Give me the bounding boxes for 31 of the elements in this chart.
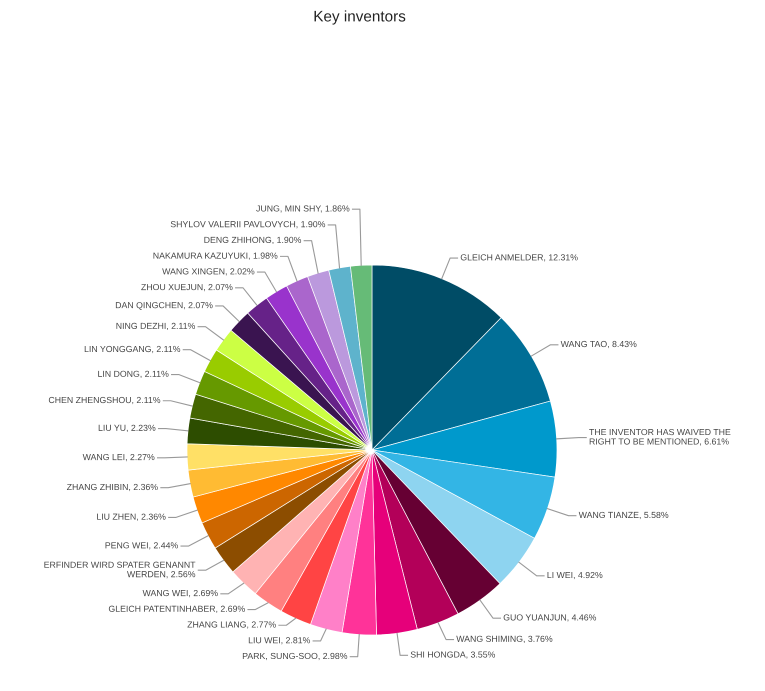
- slice-label: LI WEI, 4.92%: [548, 572, 602, 580]
- slice-label: LIN YONGGANG, 2.11%: [84, 346, 180, 354]
- slice-label: NING DEZHI, 2.11%: [116, 322, 196, 330]
- slice-label: WANG WEI, 2.69%: [142, 590, 218, 598]
- slice-label: LIU WEI, 2.81%: [248, 637, 310, 644]
- slice-label: LIU ZHEN, 2.36%: [97, 514, 166, 521]
- slice-label: WANG LEI, 2.27%: [82, 454, 154, 462]
- slice-label: THE INVENTOR HAS WAIVED THE RIGHT TO BE MENTIONED, 6.61%: [589, 428, 730, 446]
- slice-label: ZHOU XUEJUN, 2.07%: [141, 284, 233, 292]
- slice-label: SHI HONGDA, 3.55%: [410, 651, 496, 659]
- slice-label: WANG SHIMING, 3.76%: [456, 636, 552, 643]
- slice-label: CHEN ZHENGSHOU, 2.11%: [48, 396, 160, 404]
- slice-label: GLEICH ANMELDER, 12.31%: [460, 254, 578, 262]
- slice-label: ERFINDER WIRD SPATER GENANNT WERDEN, 2.56%: [44, 562, 196, 578]
- slice-label: ZHANG ZHIBIN, 2.36%: [66, 484, 158, 492]
- slice-label: WANG XINGEN, 2.02%: [162, 268, 254, 276]
- slice-label: NAKAMURA KAZUYUKI, 1.98%: [154, 252, 278, 260]
- slice-label: ZHANG LIANG, 2.77%: [187, 621, 276, 629]
- slice-label: DAN QINGCHEN, 2.07%: [116, 302, 213, 310]
- slice-label: SHYLOV VALERII PAVLOVYCH, 1.90%: [170, 221, 326, 228]
- slice-label: WANG TAO, 8.43%: [560, 340, 637, 348]
- slice-label: PARK, SUNG-SOO, 2.98%: [242, 652, 348, 660]
- slice-label: DENG ZHIHONG, 1.90%: [204, 236, 302, 244]
- slice-label: LIU YU, 2.23%: [98, 424, 156, 432]
- slice-label: GLEICH PATENTINHABER, 2.69%: [108, 606, 245, 613]
- slice-label: JUNG, MIN SHY, 1.86%: [256, 205, 350, 213]
- slice-label: PENG WEI, 2.44%: [106, 542, 178, 550]
- slice-label: GUO YUANJUN, 4.46%: [504, 614, 596, 622]
- slice-label: WANG TIANZE, 5.58%: [578, 512, 668, 520]
- chart-title: Key inventors: [314, 10, 406, 25]
- slice-label: LIN DONG, 2.11%: [98, 370, 169, 378]
